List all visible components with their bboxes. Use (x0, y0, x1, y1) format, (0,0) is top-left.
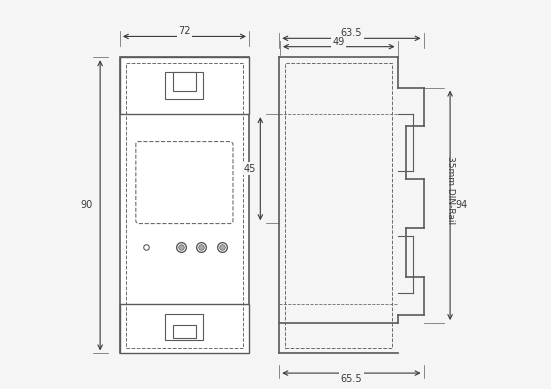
FancyBboxPatch shape (136, 142, 233, 224)
Bar (165, 72, 203, 99)
Text: 63.5: 63.5 (341, 28, 362, 38)
Bar (285, 63, 392, 348)
Text: 49: 49 (333, 37, 345, 47)
Bar (126, 63, 243, 348)
Text: 35mm DIN-Rail: 35mm DIN-Rail (446, 156, 455, 224)
Text: 94: 94 (455, 200, 468, 210)
Bar (165, 314, 203, 340)
Bar (120, 304, 249, 353)
Bar (120, 57, 249, 353)
Bar (120, 57, 249, 114)
Text: 45: 45 (244, 164, 256, 174)
Text: 65.5: 65.5 (341, 374, 362, 384)
Text: 72: 72 (178, 26, 191, 36)
Bar (173, 325, 196, 338)
Bar (173, 72, 196, 91)
Text: 90: 90 (81, 200, 93, 210)
